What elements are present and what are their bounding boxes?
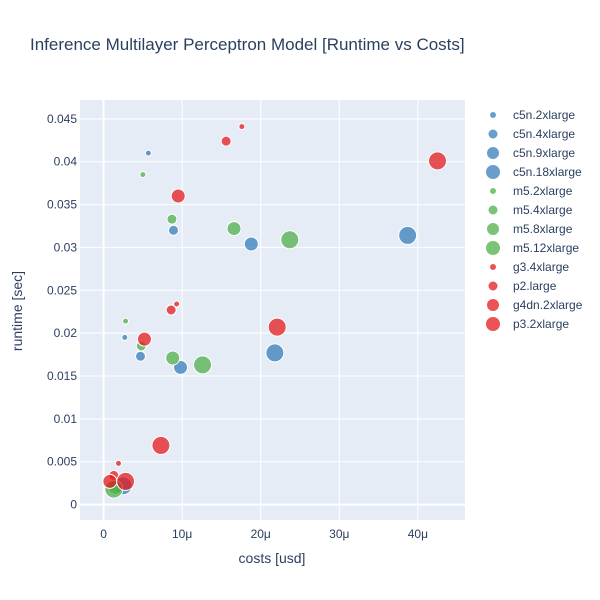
y-tick-label: 0.005 [47, 455, 77, 469]
y-tick-label: 0.025 [47, 283, 77, 297]
data-point-c5n-9xlarge [243, 236, 259, 252]
data-point-p3-2xlarge [428, 151, 447, 171]
grid-lines [80, 100, 465, 520]
data-point-g4dn-2xlarge [102, 473, 118, 489]
y-tick-label: 0.045 [47, 112, 77, 126]
legend-item-g4dn-2xlarge[interactable]: g4dn.2xlarge [486, 298, 583, 312]
x-tick-label: 30μ [329, 527, 349, 541]
legend-label: g4dn.2xlarge [513, 298, 583, 312]
legend-label: c5n.18xlarge [513, 165, 582, 179]
legend-marker [489, 263, 497, 271]
legend-marker [487, 280, 499, 292]
data-point-m5-2xlarge [139, 171, 147, 179]
chart-title: Inference Multilayer Perceptron Model [R… [30, 35, 465, 54]
data-point-m5-12xlarge [280, 230, 300, 250]
data-point-c5n-2xlarge [121, 333, 129, 341]
x-tick-label: 20μ [251, 527, 271, 541]
data-point-m5-8xlarge [226, 221, 242, 237]
legend-marker [486, 146, 500, 160]
x-tick-label: 40μ [408, 527, 428, 541]
legend-marker [485, 240, 501, 256]
legend-item-m5-2xlarge[interactable]: m5.2xlarge [489, 184, 573, 198]
data-point-g4dn-2xlarge [170, 188, 186, 204]
legend-label: c5n.2xlarge [513, 108, 575, 122]
x-axis-title: costs [usd] [239, 550, 306, 566]
data-point-m5-2xlarge [122, 317, 130, 325]
y-tick-label: 0.015 [47, 369, 77, 383]
legend-item-p3-2xlarge[interactable]: p3.2xlarge [485, 316, 570, 332]
legend-marker [486, 298, 500, 312]
data-point-g3-4xlarge [115, 459, 122, 467]
legend-label: g3.4xlarge [513, 260, 569, 274]
legend-label: c5n.4xlarge [513, 127, 575, 141]
data-point-g3-4xlarge [238, 123, 246, 131]
data-point-m5-8xlarge [165, 350, 181, 366]
data-point-g3-4xlarge [173, 300, 181, 308]
data-point-p3-2xlarge [151, 435, 171, 455]
y-tick-label: 0.035 [47, 198, 77, 212]
legend-item-c5n-4xlarge[interactable]: c5n.4xlarge [487, 127, 575, 141]
data-point-c5n-2xlarge [144, 149, 152, 157]
legend-item-m5-8xlarge[interactable]: m5.8xlarge [486, 222, 573, 236]
legend-marker [487, 204, 499, 216]
data-point-p3-2xlarge [116, 471, 136, 491]
x-tick-label: 0 [100, 527, 107, 541]
y-tick-label: 0.01 [54, 412, 78, 426]
legend-marker [485, 164, 501, 180]
data-point-p2-large [165, 304, 177, 316]
data-point-c5n-4xlarge [135, 350, 146, 362]
data-point-c5n-4xlarge [168, 224, 179, 236]
legend-marker [489, 187, 497, 195]
legend-item-c5n-18xlarge[interactable]: c5n.18xlarge [485, 164, 583, 180]
y-axis-ticks: 0 0.005 0.01 0.015 0.02 0.025 0.03 0.035 0.04 0.0… [47, 112, 77, 512]
legend-marker [487, 128, 499, 140]
legend-item-p2-large[interactable]: p2.large [487, 279, 557, 293]
legend-marker [489, 111, 497, 119]
legend-label: p3.2xlarge [513, 317, 569, 331]
legend-marker [485, 316, 501, 332]
x-tick-label: 10μ [172, 527, 192, 541]
plot-area [80, 100, 465, 520]
legend-item-c5n-2xlarge[interactable]: c5n.2xlarge [489, 108, 576, 122]
data-point-c5n-18xlarge [398, 225, 418, 245]
legend: c5n.2xlarge c5n.4xlarge c5n.9xlarge c5n.18x… [485, 108, 583, 332]
y-tick-label: 0.03 [54, 240, 78, 254]
y-axis-title: runtime [sec] [9, 271, 25, 351]
legend-item-m5-4xlarge[interactable]: m5.4xlarge [487, 203, 573, 217]
legend-item-m5-12xlarge[interactable]: m5.12xlarge [485, 240, 580, 256]
legend-label: m5.2xlarge [513, 184, 573, 198]
legend-item-g3-4xlarge[interactable]: g3.4xlarge [489, 260, 570, 274]
data-point-m5-4xlarge [166, 213, 178, 225]
data-point-p2-large [220, 135, 232, 147]
data-point-g4dn-2xlarge [136, 331, 152, 347]
y-tick-label: 0.04 [54, 155, 78, 169]
y-tick-label: 0 [70, 498, 77, 512]
legend-label: c5n.9xlarge [513, 146, 575, 160]
legend-marker [486, 222, 500, 236]
data-point-p3-2xlarge [267, 317, 287, 337]
legend-label: m5.4xlarge [513, 203, 573, 217]
legend-label: m5.8xlarge [513, 222, 573, 236]
data-point-m5-12xlarge [193, 355, 213, 375]
legend-label: m5.12xlarge [513, 241, 579, 255]
data-point-c5n-18xlarge [265, 343, 285, 363]
x-axis-ticks: 0 10μ 20μ 30μ 40μ [100, 527, 428, 541]
y-tick-label: 0.02 [54, 326, 78, 340]
scatter-points [102, 123, 447, 499]
legend-label: p2.large [513, 279, 557, 293]
legend-item-c5n-9xlarge[interactable]: c5n.9xlarge [486, 146, 576, 160]
